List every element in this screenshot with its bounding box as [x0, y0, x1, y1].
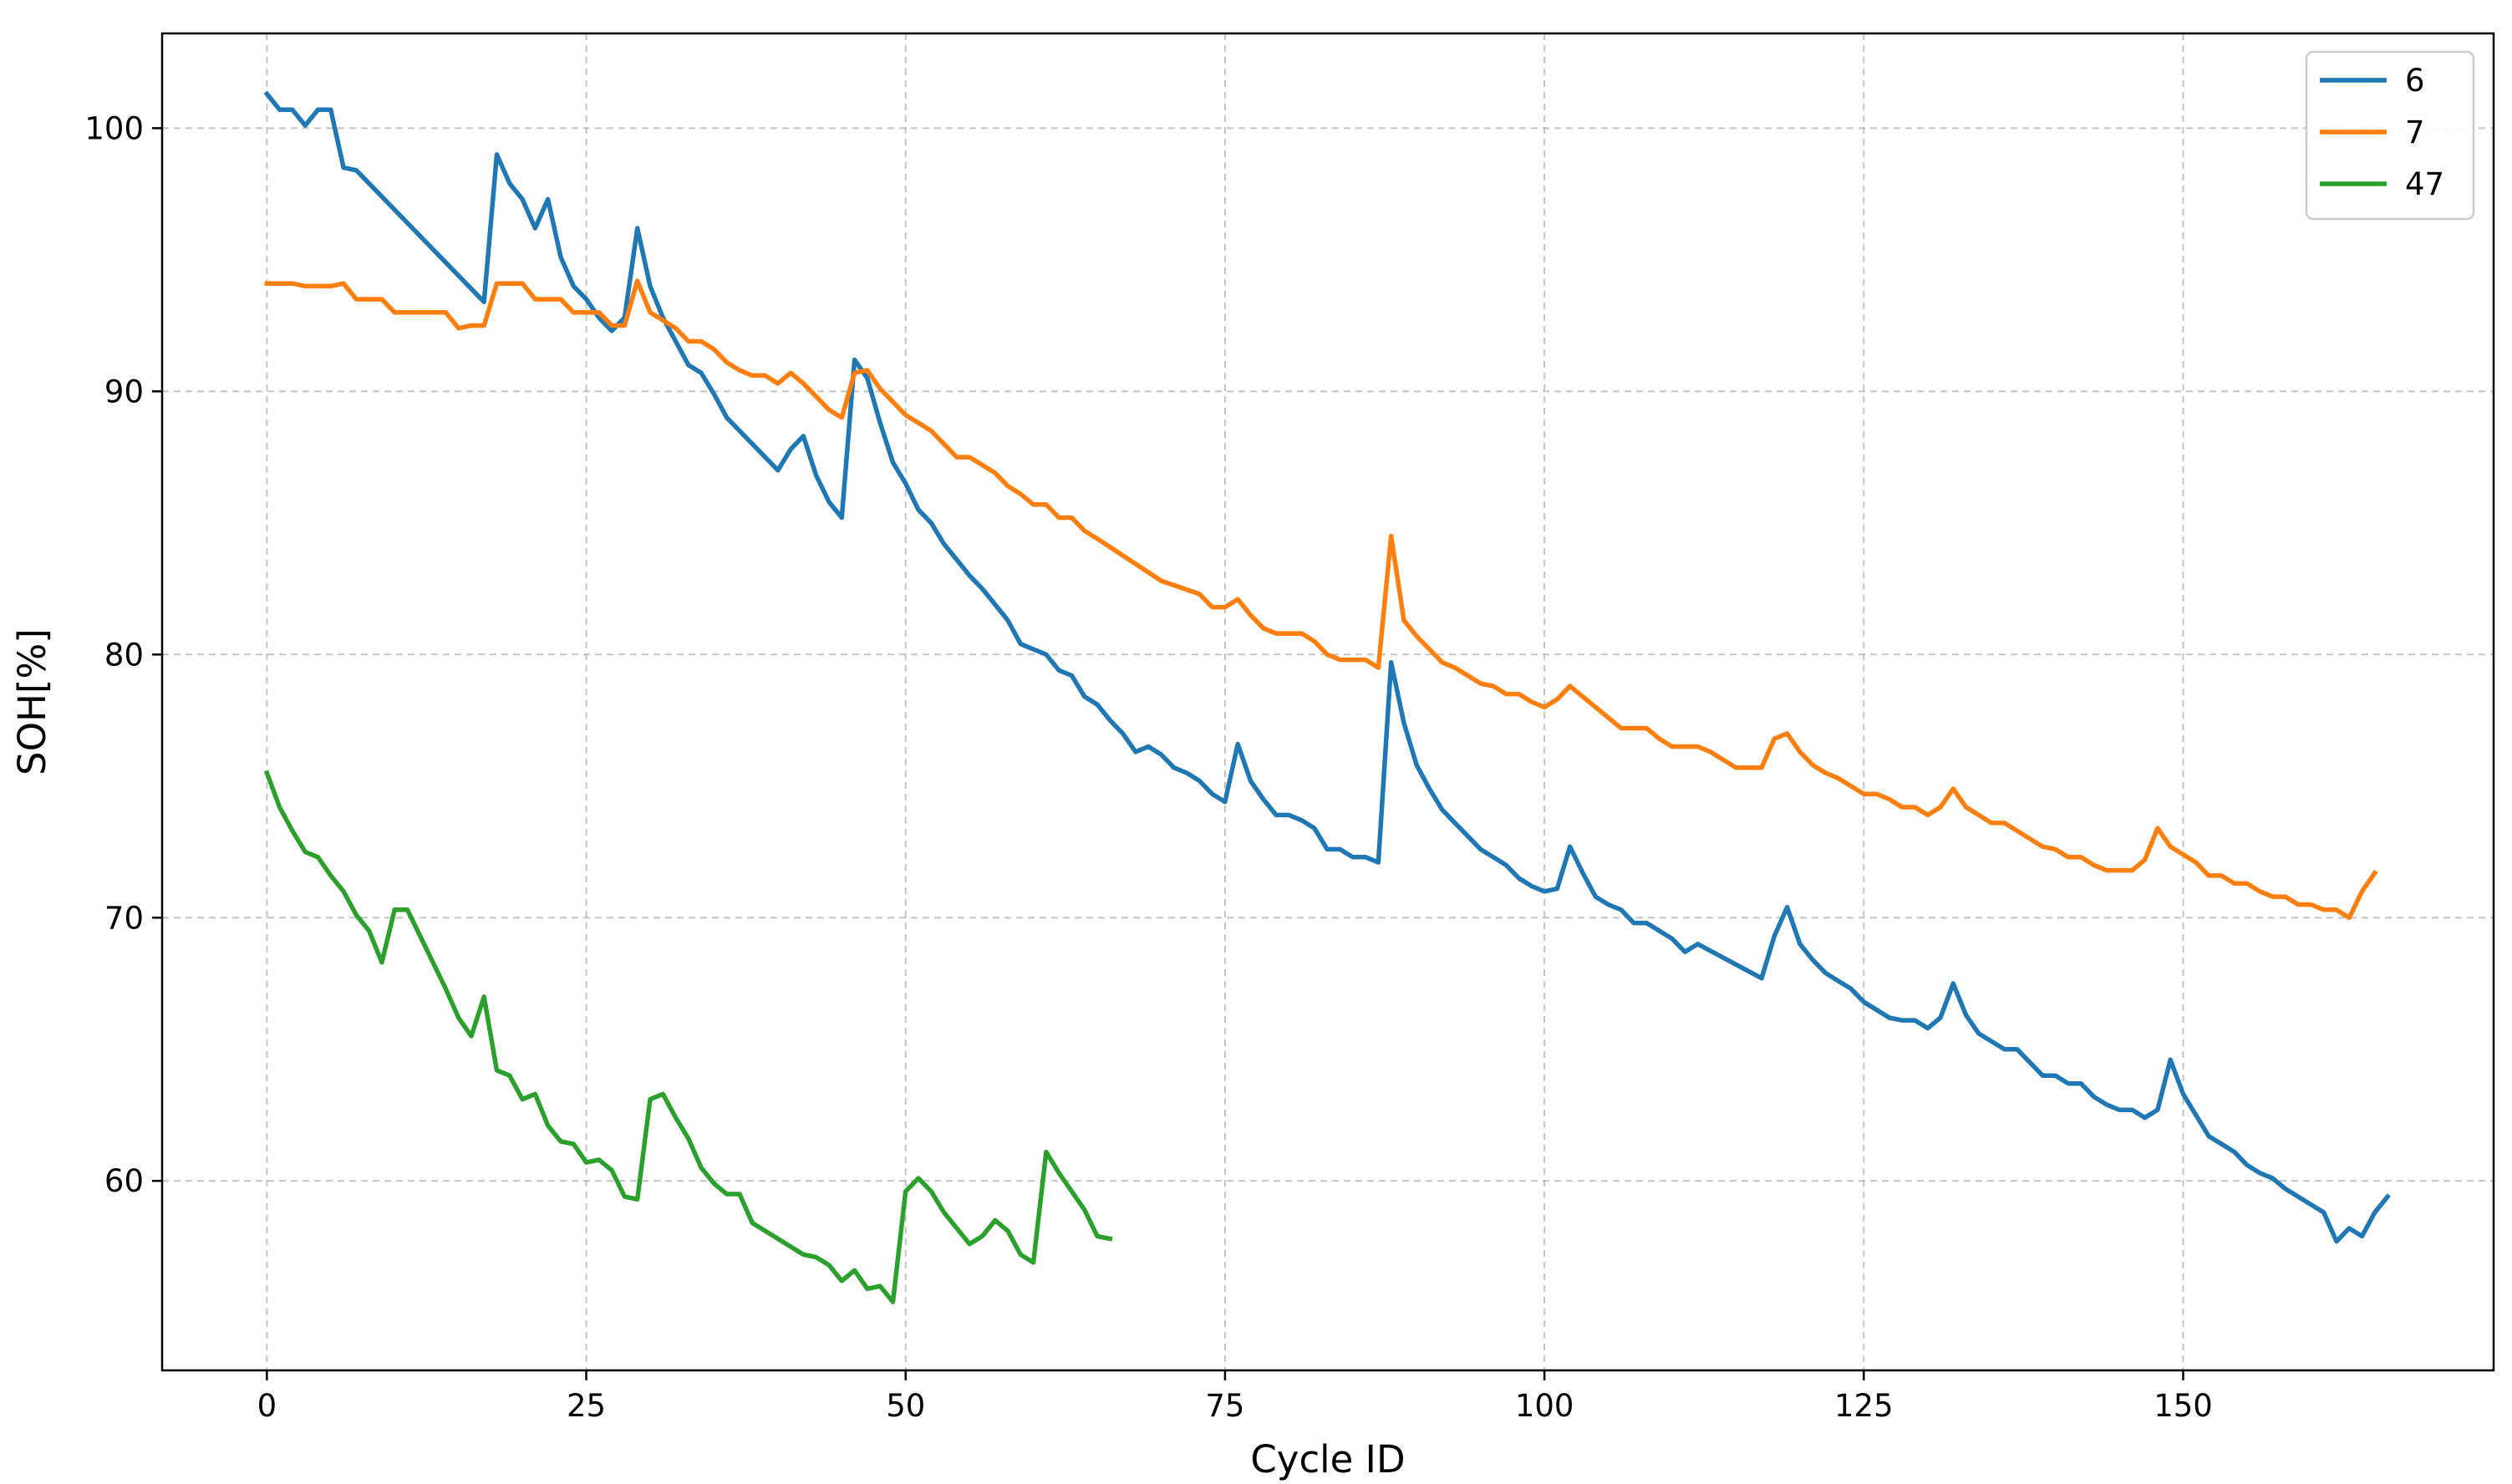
y-tick-label: 70	[104, 900, 144, 936]
x-tick-label: 0	[257, 1388, 277, 1424]
plot-frame	[160, 32, 2495, 1372]
x-tick-label: 75	[1205, 1388, 1244, 1424]
legend: 6 7 47	[2305, 50, 2475, 221]
x-tick-label: 50	[886, 1388, 925, 1424]
plot-series	[263, 90, 2391, 1304]
y-tick-label: 100	[84, 110, 144, 146]
series-line-47	[263, 770, 1113, 1304]
legend-frame	[2305, 50, 2475, 221]
x-tick-label: 100	[1515, 1388, 1574, 1424]
y-tick-label: 80	[104, 637, 144, 673]
series-line-6	[263, 90, 2391, 1244]
y-axis: 60 70 80 90 100	[84, 110, 162, 1199]
x-tick-label: 25	[567, 1388, 606, 1424]
x-tick-label: 125	[1834, 1388, 1894, 1424]
y-axis-title: SOH[%]	[10, 628, 54, 775]
legend-label-6: 6	[2405, 63, 2425, 99]
grid	[162, 33, 2494, 1370]
x-tick-label: 150	[2154, 1388, 2213, 1424]
series-line-7	[264, 278, 2378, 921]
y-tick-label: 60	[104, 1163, 144, 1199]
legend-label-47: 47	[2405, 166, 2444, 202]
legend-label-7: 7	[2405, 114, 2425, 150]
y-tick-label: 90	[104, 374, 144, 409]
x-axis-title: Cycle ID	[1250, 1437, 1405, 1481]
x-axis: 0 25 50 75 100 125 150	[257, 1370, 2213, 1424]
